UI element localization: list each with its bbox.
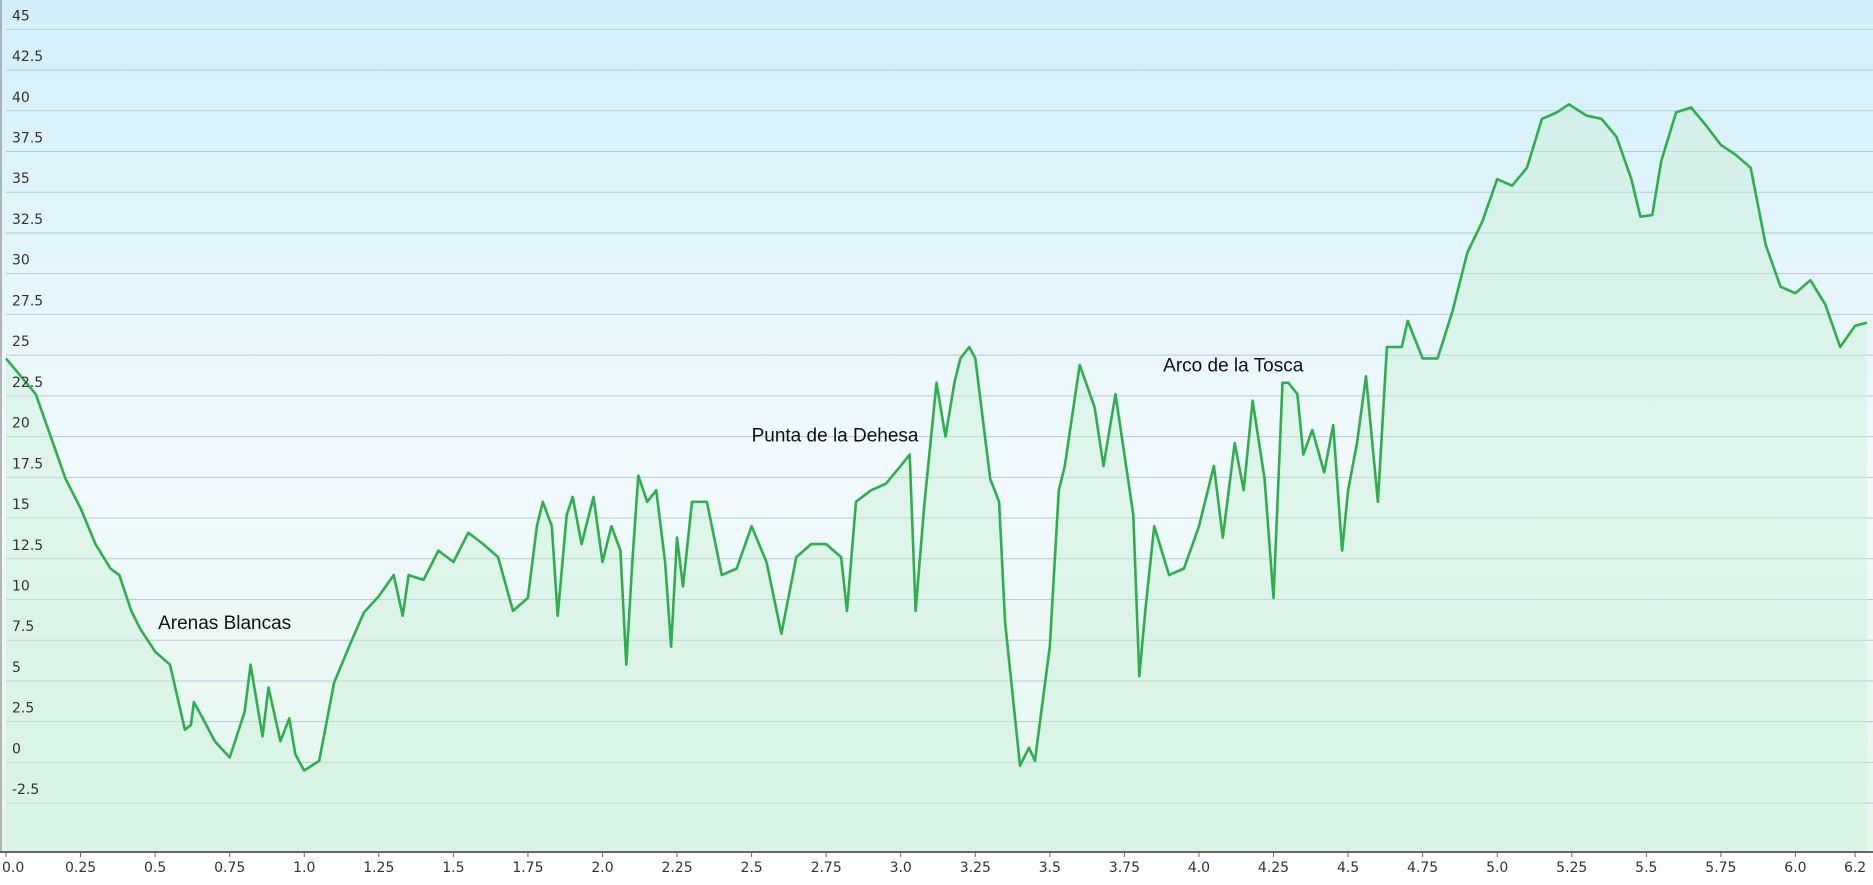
labels: -2.5 0 2.5 5 7.5 10 12.5 15 17.5 20 22.5 25 27.5 30 32… bbox=[2, 8, 1866, 876]
x-tick-label: 5.25 bbox=[1556, 860, 1587, 876]
line bbox=[5, 103, 1868, 772]
y-tick-label: 17.5 bbox=[12, 456, 43, 472]
annotation: Punta de la Dehesa bbox=[752, 425, 919, 446]
x-tick-label: 0.5 bbox=[144, 860, 166, 876]
x-tick-label: 6.0 bbox=[1784, 860, 1806, 876]
x-tick-label: 6.2 bbox=[1844, 860, 1866, 876]
annotation: Arco de la Tosca bbox=[1163, 355, 1304, 376]
y-tick-label: 27.5 bbox=[12, 293, 43, 309]
y-tick-label: 10 bbox=[12, 578, 30, 594]
x-tick-label: 3.0 bbox=[890, 860, 912, 876]
x-tick-label: 5.0 bbox=[1486, 860, 1508, 876]
x-tick-label: 1.5 bbox=[442, 860, 464, 876]
x-tick-label: 1.25 bbox=[363, 860, 394, 876]
x-tick-label: 1.75 bbox=[512, 860, 543, 876]
x-tick-label: 3.75 bbox=[1109, 860, 1140, 876]
y-tick-label: 32.5 bbox=[12, 212, 43, 228]
x-tick-label: 4.5 bbox=[1337, 860, 1359, 876]
y-tick-label: -2.5 bbox=[12, 782, 39, 798]
y-tick-label: 42.5 bbox=[12, 49, 43, 65]
y-tick-label: 0 bbox=[12, 741, 21, 757]
y-tick-label: 35 bbox=[12, 171, 30, 187]
y-tick-label: 2.5 bbox=[12, 701, 34, 717]
x-tick-label: 2.25 bbox=[661, 860, 692, 876]
y-tick-label: 25 bbox=[12, 334, 30, 350]
x-tick-label: 0.75 bbox=[214, 860, 245, 876]
y-tick-label: 45 bbox=[12, 8, 30, 24]
x-tick-label: 3.25 bbox=[960, 860, 991, 876]
y-tick-label: 15 bbox=[12, 497, 30, 513]
y-tick-label: 40 bbox=[12, 90, 30, 106]
y-tick-label: 5 bbox=[12, 660, 21, 676]
y-tick-label: 30 bbox=[12, 253, 30, 269]
x-tick-label: 2.5 bbox=[740, 860, 762, 876]
y-tick-label: 12.5 bbox=[12, 538, 43, 554]
area-fill bbox=[6, 104, 1867, 853]
y-tick-label: 37.5 bbox=[12, 131, 43, 147]
x-tick-label: 4.75 bbox=[1407, 860, 1438, 876]
x-tick-label: 0.25 bbox=[65, 860, 96, 876]
x-tick-label: 5.5 bbox=[1635, 860, 1657, 876]
annotation: Arenas Blancas bbox=[158, 613, 291, 634]
x-tick-label: 5.75 bbox=[1705, 860, 1736, 876]
x-tick-label: 0.0 bbox=[2, 860, 24, 876]
x-tick-label: 4.0 bbox=[1188, 860, 1210, 876]
x-tick-label: 2.0 bbox=[591, 860, 613, 876]
x-tick-label: 4.25 bbox=[1258, 860, 1289, 876]
plot-background bbox=[0, 0, 1873, 852]
y-tick-label: 7.5 bbox=[12, 619, 34, 635]
x-tick-label: 3.5 bbox=[1039, 860, 1061, 876]
x-tick-label: 1.0 bbox=[293, 860, 315, 876]
plot bbox=[5, 103, 1868, 853]
y-tick-label: 20 bbox=[12, 416, 30, 432]
y-tick-label: 22.5 bbox=[12, 375, 43, 391]
x-tick-label: 2.75 bbox=[811, 860, 842, 876]
